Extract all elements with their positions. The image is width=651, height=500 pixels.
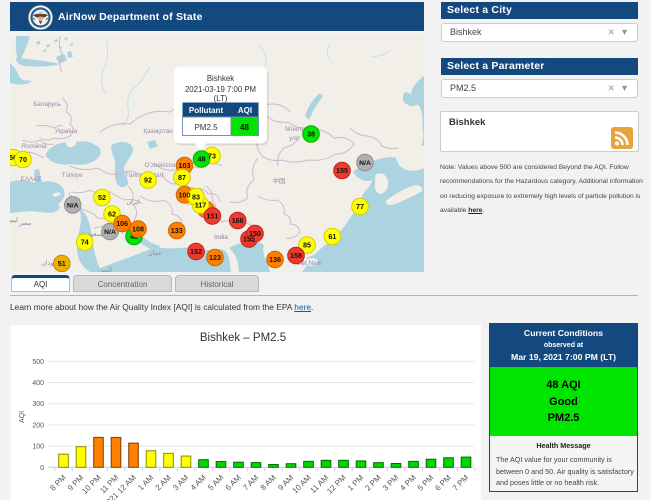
svg-text:1 PM: 1 PM xyxy=(346,473,366,493)
svg-text:مصر: مصر xyxy=(18,220,31,227)
svg-text:8 AM: 8 AM xyxy=(259,473,278,492)
svg-text:83: 83 xyxy=(192,192,200,201)
svg-text:106: 106 xyxy=(116,219,128,228)
svg-text:7 PM: 7 PM xyxy=(451,473,471,493)
svg-text:6 PM: 6 PM xyxy=(433,473,453,493)
svg-text:Türkiye: Türkiye xyxy=(62,172,83,179)
svg-text:48: 48 xyxy=(198,155,206,164)
svg-text:Romānia: Romānia xyxy=(21,143,47,150)
svg-text:300: 300 xyxy=(32,401,44,408)
svg-text:70: 70 xyxy=(19,155,27,164)
svg-text:103: 103 xyxy=(179,161,191,170)
svg-text:400: 400 xyxy=(32,380,44,387)
svg-text:155: 155 xyxy=(243,235,255,244)
svg-text:136: 136 xyxy=(269,255,281,264)
svg-text:ایران: ایران xyxy=(126,199,140,206)
svg-text:500: 500 xyxy=(32,359,44,366)
svg-text:3 PM: 3 PM xyxy=(381,473,401,493)
svg-text:Қазақстан: Қазақстан xyxy=(143,128,173,135)
svg-text:6 AM: 6 AM xyxy=(224,473,243,492)
svg-text:56: 56 xyxy=(10,153,17,162)
svg-text:38: 38 xyxy=(307,130,315,139)
svg-text:5 AM: 5 AM xyxy=(206,473,225,492)
svg-text:158: 158 xyxy=(290,251,302,260)
svg-text:166: 166 xyxy=(232,216,244,225)
svg-text:117: 117 xyxy=(195,201,207,210)
svg-text:N/A: N/A xyxy=(359,160,371,167)
svg-text:151: 151 xyxy=(206,212,218,221)
svg-text:2 AM: 2 AM xyxy=(154,473,173,492)
svg-text:100: 100 xyxy=(179,191,191,200)
svg-text:2 PM: 2 PM xyxy=(363,473,383,493)
svg-text:ΕΛΛΑΣ: ΕΛΛΑΣ xyxy=(21,176,42,183)
svg-text:4 PM: 4 PM xyxy=(398,473,418,493)
svg-text:152: 152 xyxy=(190,247,202,256)
svg-text:N/A: N/A xyxy=(104,229,116,236)
svg-text:Oʼzbekiston: Oʼzbekiston xyxy=(145,161,178,169)
svg-text:عمان: عمان xyxy=(148,250,162,257)
svg-text:PM2.5: PM2.5 xyxy=(194,123,218,132)
svg-text:Україна: Україна xyxy=(55,128,78,135)
svg-text:Беларусь: Беларусь xyxy=(33,101,61,108)
svg-text:62: 62 xyxy=(108,210,116,219)
svg-text:155: 155 xyxy=(336,166,348,175)
svg-text:سودان: سودان xyxy=(41,260,59,267)
svg-text:N/A: N/A xyxy=(67,203,79,210)
svg-text:улс: улс xyxy=(289,135,299,142)
svg-text:7 AM: 7 AM xyxy=(241,473,260,492)
svg-text:200: 200 xyxy=(32,422,44,429)
svg-text:AQI: AQI xyxy=(19,411,26,423)
svg-text:3 AM: 3 AM xyxy=(171,473,190,492)
svg-text:0: 0 xyxy=(40,465,44,472)
svg-text:4 AM: 4 AM xyxy=(189,473,208,492)
svg-text:8 PM: 8 PM xyxy=(48,473,68,493)
svg-text:48: 48 xyxy=(240,123,249,132)
svg-text:123: 123 xyxy=(209,253,221,262)
svg-text:Монгол: Монгол xyxy=(285,126,307,133)
svg-text:51: 51 xyxy=(58,259,66,268)
svg-text:87: 87 xyxy=(178,173,186,182)
svg-text:73: 73 xyxy=(208,151,216,160)
svg-text:2021-03-19 7:00 PM: 2021-03-19 7:00 PM xyxy=(185,85,256,94)
svg-text:中国: 中国 xyxy=(273,176,286,185)
svg-text:52: 52 xyxy=(98,193,106,202)
svg-text:74: 74 xyxy=(81,238,89,247)
svg-text:India: India xyxy=(214,234,228,241)
svg-text:Bishkek – PM2.5: Bishkek – PM2.5 xyxy=(200,332,286,344)
svg-text:150: 150 xyxy=(249,229,261,238)
svg-text:61: 61 xyxy=(328,232,336,241)
svg-text:10 PM: 10 PM xyxy=(80,473,103,496)
svg-text:108: 108 xyxy=(132,225,144,234)
svg-text:10 AM: 10 AM xyxy=(291,473,314,496)
svg-text:133: 133 xyxy=(171,226,183,235)
svg-text:(LT): (LT) xyxy=(214,94,228,103)
svg-text:85: 85 xyxy=(303,241,311,250)
svg-text:12 PM: 12 PM xyxy=(325,473,348,496)
svg-text:100: 100 xyxy=(32,444,44,451)
svg-text:77: 77 xyxy=(356,202,364,211)
svg-text:Việt Nam: Việt Nam xyxy=(296,260,322,267)
svg-text:AQI: AQI xyxy=(238,106,252,115)
svg-text:5 PM: 5 PM xyxy=(416,473,436,493)
svg-text:1 AM: 1 AM xyxy=(136,473,155,492)
svg-text:Pollutant: Pollutant xyxy=(189,106,224,115)
svg-text:السعودية: السعودية xyxy=(82,231,106,238)
svg-text:92: 92 xyxy=(144,176,152,185)
svg-text:Bishkek: Bishkek xyxy=(207,74,234,83)
svg-text:اليمن: اليمن xyxy=(98,267,112,272)
